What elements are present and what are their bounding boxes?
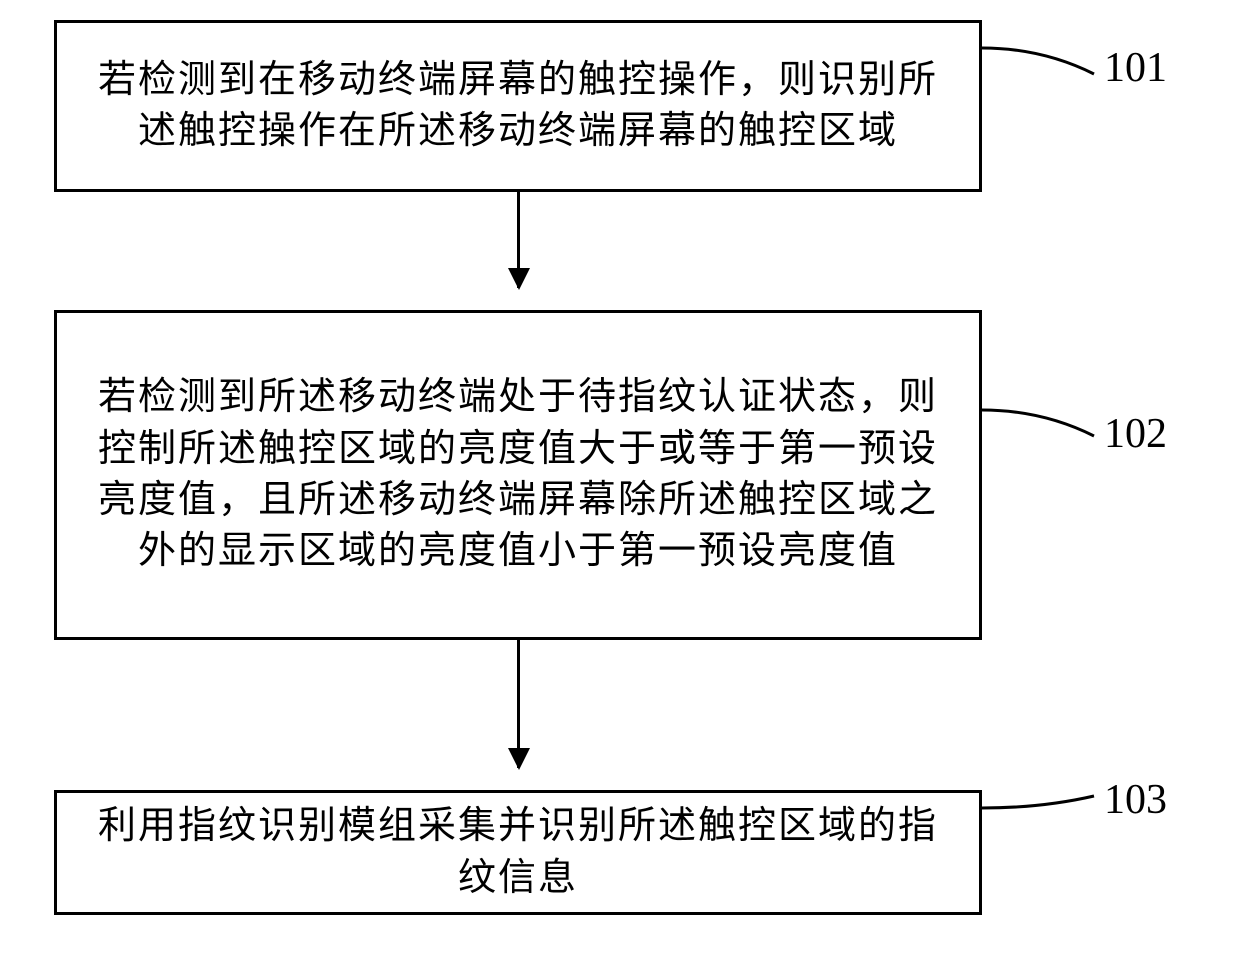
flow-step-1: 若检测到在移动终端屏幕的触控操作，则识别所述触控操作在所述移动终端屏幕的触控区域 <box>54 20 982 192</box>
flow-step-1-label: 101 <box>1104 44 1167 92</box>
flow-step-3: 利用指纹识别模组采集并识别所述触控区域的指纹信息 <box>54 790 982 915</box>
flow-step-3-connector <box>982 780 1102 820</box>
flow-step-1-connector <box>982 40 1102 90</box>
flow-step-3-text: 利用指纹识别模组采集并识别所述触控区域的指纹信息 <box>85 801 951 904</box>
flow-step-2: 若检测到所述移动终端处于待指纹认证状态，则控制所述触控区域的亮度值大于或等于第一… <box>54 310 982 640</box>
flow-step-2-connector <box>982 400 1102 450</box>
flow-step-3-label: 103 <box>1104 776 1167 824</box>
flow-step-2-label: 102 <box>1104 410 1167 458</box>
flow-arrow-1-2 <box>517 192 520 288</box>
flow-step-2-text: 若检测到所述移动终端处于待指纹认证状态，则控制所述触控区域的亮度值大于或等于第一… <box>85 372 951 577</box>
flow-arrow-2-3 <box>517 640 520 768</box>
flow-step-1-text: 若检测到在移动终端屏幕的触控操作，则识别所述触控操作在所述移动终端屏幕的触控区域 <box>85 55 951 158</box>
